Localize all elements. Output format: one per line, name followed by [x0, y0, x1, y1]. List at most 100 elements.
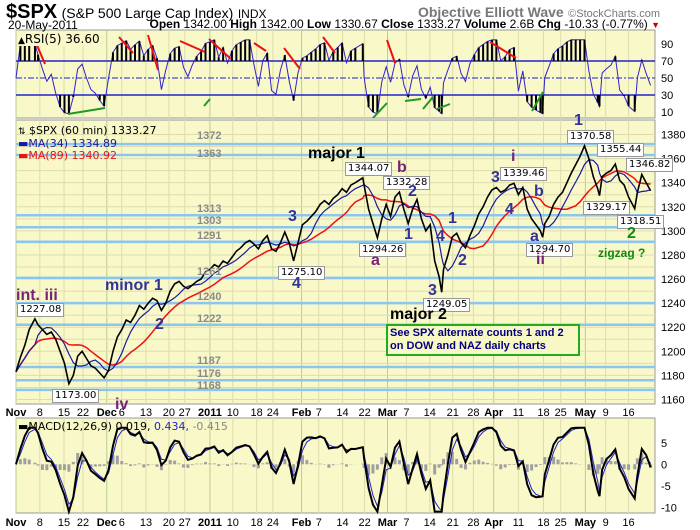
ma34-line [15, 159, 651, 373]
wave-label: b [534, 183, 544, 200]
wave-label: 2 [458, 252, 467, 269]
rsi-tick-label: 50 [661, 73, 673, 85]
wave-label: 1 [574, 112, 583, 129]
open-value: 1342.00 [183, 17, 227, 31]
level-label: 1240 [197, 291, 222, 303]
ma89-legend-text: MA(89) 1340.92 [28, 149, 117, 162]
x-tick-label: 6 [119, 517, 125, 529]
x-tick-label: 28 [467, 517, 479, 529]
wave-label: 3 [428, 282, 437, 299]
price-label: 1344.07 [345, 162, 393, 176]
y-tick-label: 1200 [661, 346, 685, 358]
level-label: 1187 [197, 355, 221, 367]
x-tick-label: May [575, 517, 597, 529]
bullish-divergence-line [67, 107, 106, 115]
x-tick-label: 9 [603, 517, 609, 529]
symbol: $SPX [6, 1, 58, 23]
copyright: ©StockCharts.com [568, 8, 660, 20]
volume-label: Volume [463, 17, 507, 31]
macd-tick-label: 0 [661, 459, 667, 471]
wave-label: 2 [155, 316, 164, 333]
low-label: Low [307, 17, 332, 31]
bullish-divergence-line [422, 96, 434, 110]
x-tick-label: 13 [140, 517, 152, 529]
bearish-divergence-line [322, 36, 336, 54]
y-tick-label: 1300 [661, 226, 685, 238]
x-tick-label: 28 [467, 407, 479, 419]
price-label: 1339.46 [500, 167, 548, 181]
bearish-divergence-line [208, 38, 232, 60]
note-line: on DOW and NAZ daily charts [390, 340, 546, 352]
price-label: 1227.08 [17, 303, 65, 317]
chg-label: Chg [537, 17, 562, 31]
price-label: 1249.05 [423, 298, 471, 312]
wave-label: a [530, 228, 539, 245]
high-label: High [230, 17, 257, 31]
price-panel [15, 119, 656, 405]
x-tick-label: 18 [537, 407, 549, 419]
wave-label: 4 [505, 201, 514, 218]
wave-label: a [371, 252, 380, 269]
y-tick-label: 1160 [661, 394, 685, 406]
x-tick-label: 14 [424, 407, 436, 419]
macd-legend: ▬MACD(12,26,9) 0.019, 0.434, -0.415 [18, 420, 228, 433]
close-value: 1333.27 [417, 17, 461, 31]
level-label: 1372 [197, 130, 222, 142]
x-tick-label: Feb [292, 517, 312, 529]
ohlc-bars-icon: ⇅ [18, 127, 26, 137]
chart-title: $SPX (S&P 500 Large Cap Index) INDX [6, 1, 266, 24]
credit: Objective Elliott Wave ©StockCharts.com [418, 4, 660, 22]
x-tick-label: 7 [316, 517, 322, 529]
low-value: 1330.67 [334, 17, 378, 31]
exchange: INDX [237, 7, 267, 21]
wave-label: major 2 [390, 306, 447, 323]
level-label: 1176 [197, 368, 221, 380]
price-label: 1370.58 [567, 130, 615, 144]
chart-date: 20-May-2011 [8, 18, 78, 32]
bearish-divergence-line [386, 39, 396, 64]
wave-label: int. iii [16, 287, 58, 304]
x-tick-label: 7 [316, 407, 322, 419]
x-tick-label: Feb [292, 407, 312, 419]
x-tick-label: 15 [58, 407, 70, 419]
wave-label: ii [536, 251, 545, 268]
open-label: Open [149, 17, 181, 31]
level-label: 1363 [197, 148, 222, 160]
x-axis-band [0, 405, 700, 417]
ma89-swatch-icon: ▬ [18, 149, 29, 162]
wave-label: 3 [491, 169, 500, 186]
macd-hist-value: -0.415 [192, 420, 228, 433]
price-line [15, 143, 652, 387]
bearish-divergence-line [489, 41, 517, 59]
x-tick-label: 8 [37, 407, 43, 419]
index-name: (S&P 500 Large Cap Index) [61, 5, 234, 21]
x-tick-label: 27 [179, 407, 191, 419]
chg-value: -10.33 (-0.77%) [564, 17, 648, 31]
wave-label: major 1 [308, 145, 365, 162]
level-label: 1291 [197, 230, 222, 242]
price-label: 1275.10 [278, 266, 326, 280]
mountain-icon: ▲ [18, 36, 25, 46]
wave-label: b [397, 159, 407, 176]
macd-tick-label: 5 [661, 438, 667, 450]
level-label: 1303 [197, 215, 222, 227]
note-line: See SPX alternate counts 1 and 2 [390, 327, 564, 339]
x-tick-label: 2011 [198, 407, 222, 419]
price-label: 1355.44 [597, 143, 645, 157]
wave-label: 2 [627, 225, 636, 242]
x-tick-label: 15 [58, 517, 70, 529]
x-tick-label: Mar [378, 517, 398, 529]
x-tick-label: 27 [179, 517, 191, 529]
wave-label: zigzag ? [598, 246, 646, 260]
rsi-tick-label: 10 [661, 107, 673, 119]
x-tick-label: 18 [537, 517, 549, 529]
bearish-divergence-line [147, 34, 159, 71]
rsi-tick-label: 70 [661, 56, 673, 68]
x-tick-label: 25 [555, 517, 567, 529]
x-tick-label: 24 [267, 517, 279, 529]
x-tick-label: 16 [622, 407, 634, 419]
level-label: 1313 [197, 203, 222, 215]
x-tick-label: 6 [119, 407, 125, 419]
bearish-divergence-line [179, 40, 206, 53]
